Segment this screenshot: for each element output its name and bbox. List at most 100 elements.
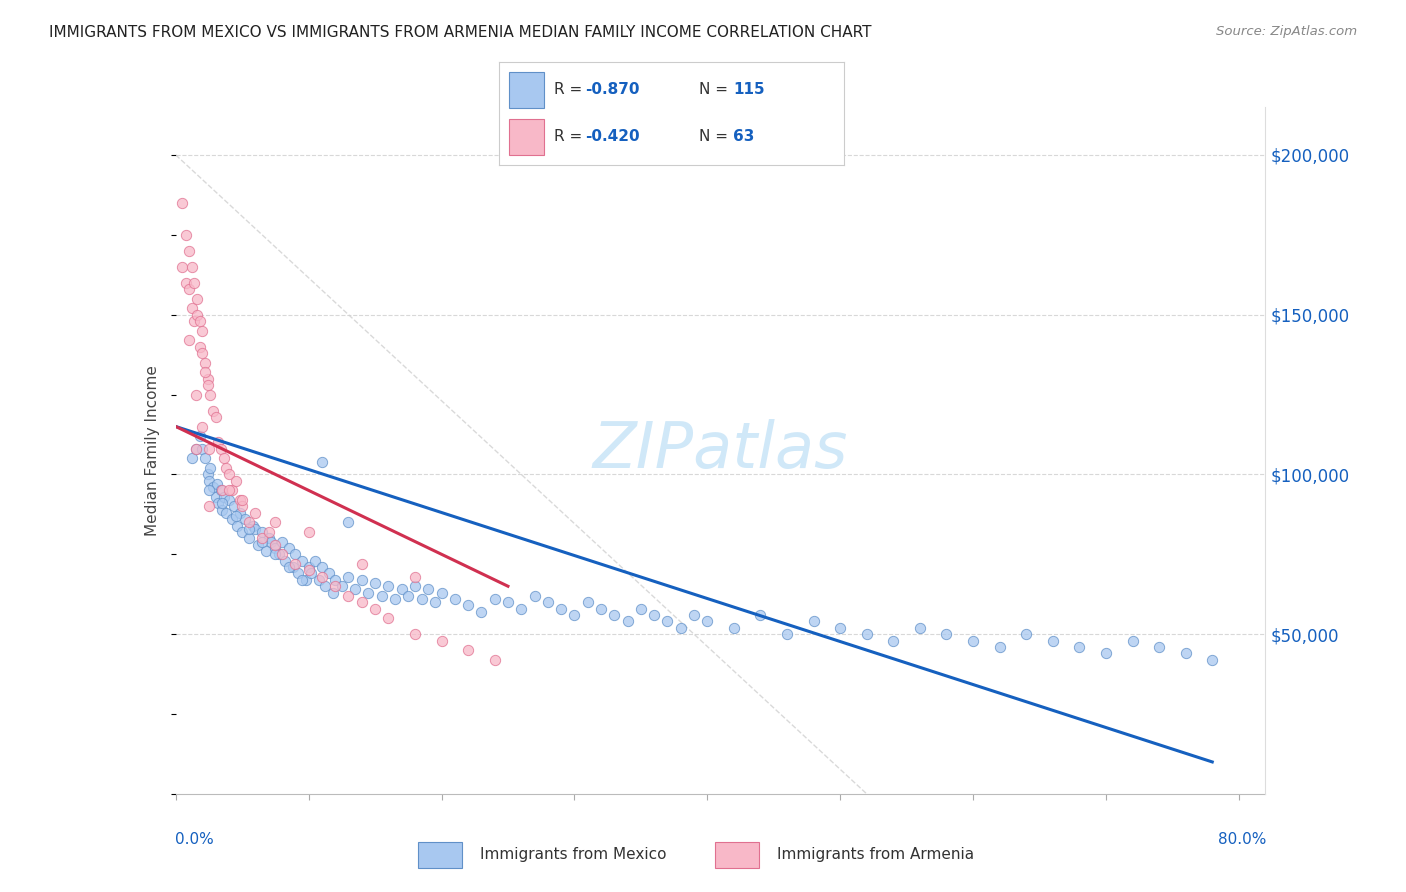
- Point: [176, 227, 198, 242]
- Point: [225, 518, 247, 533]
- Point: [245, 522, 267, 536]
- Point: [311, 569, 333, 583]
- Point: [311, 455, 333, 469]
- Text: Immigrants from Mexico: Immigrants from Mexico: [481, 847, 666, 862]
- Point: [211, 496, 233, 510]
- Point: [281, 560, 304, 574]
- Point: [510, 601, 533, 615]
- Point: [299, 566, 322, 581]
- Point: [218, 483, 240, 498]
- Point: [443, 592, 465, 607]
- Point: [238, 522, 260, 536]
- Point: [962, 633, 984, 648]
- Point: [215, 506, 238, 520]
- Point: [423, 595, 446, 609]
- Point: [211, 502, 233, 516]
- Point: [264, 538, 287, 552]
- Point: [855, 627, 877, 641]
- Point: [749, 607, 772, 622]
- Point: [191, 419, 214, 434]
- Point: [696, 615, 718, 629]
- Point: [188, 314, 211, 328]
- Point: [211, 483, 233, 498]
- Point: [201, 403, 224, 417]
- Point: [350, 573, 373, 587]
- Point: [194, 365, 217, 379]
- Point: [198, 442, 221, 456]
- Text: ZIPatlas: ZIPatlas: [593, 419, 848, 482]
- Point: [337, 516, 360, 530]
- Point: [177, 282, 200, 296]
- Point: [484, 653, 506, 667]
- Point: [221, 483, 243, 498]
- Point: [176, 276, 198, 290]
- Point: [221, 512, 243, 526]
- Point: [882, 633, 904, 648]
- Point: [391, 582, 413, 597]
- Point: [657, 615, 679, 629]
- Point: [537, 595, 560, 609]
- Text: IMMIGRANTS FROM MEXICO VS IMMIGRANTS FROM ARMENIA MEDIAN FAMILY INCOME CORRELATI: IMMIGRANTS FROM MEXICO VS IMMIGRANTS FRO…: [49, 25, 872, 40]
- Point: [589, 601, 612, 615]
- Point: [247, 538, 270, 552]
- Point: [197, 378, 219, 392]
- Point: [776, 627, 799, 641]
- Point: [197, 371, 219, 385]
- Point: [323, 579, 346, 593]
- Point: [184, 442, 207, 456]
- Point: [233, 512, 256, 526]
- Point: [271, 547, 294, 561]
- Point: [564, 607, 586, 622]
- Point: [215, 461, 238, 475]
- FancyBboxPatch shape: [716, 842, 759, 868]
- Point: [277, 560, 299, 574]
- Point: [350, 557, 373, 571]
- Point: [396, 589, 419, 603]
- Point: [183, 276, 205, 290]
- Point: [238, 531, 260, 545]
- Point: [322, 585, 344, 599]
- Point: [291, 554, 314, 568]
- Point: [550, 601, 572, 615]
- Point: [250, 531, 273, 545]
- Point: [1174, 646, 1197, 660]
- Point: [183, 314, 205, 328]
- Point: [616, 615, 638, 629]
- Point: [1095, 646, 1118, 660]
- Point: [1121, 633, 1143, 648]
- Point: [457, 599, 479, 613]
- Point: [191, 324, 214, 338]
- Text: 0.0%: 0.0%: [174, 831, 214, 847]
- Point: [264, 541, 287, 555]
- Point: [231, 524, 253, 539]
- Point: [180, 260, 202, 274]
- Point: [318, 566, 340, 581]
- Point: [496, 595, 519, 609]
- Point: [207, 435, 229, 450]
- Point: [404, 579, 426, 593]
- Point: [295, 573, 318, 587]
- Point: [225, 508, 247, 523]
- Point: [323, 573, 346, 587]
- Point: [198, 474, 221, 488]
- Point: [908, 621, 931, 635]
- Point: [264, 547, 287, 561]
- Text: 115: 115: [734, 81, 765, 96]
- Point: [404, 627, 426, 641]
- Point: [212, 490, 235, 504]
- Point: [260, 534, 283, 549]
- Text: R =: R =: [554, 81, 588, 96]
- Point: [430, 633, 453, 648]
- Point: [988, 640, 1011, 654]
- Point: [201, 480, 224, 494]
- Point: [257, 524, 280, 539]
- Point: [200, 387, 222, 401]
- FancyBboxPatch shape: [419, 842, 461, 868]
- Text: Immigrants from Armenia: Immigrants from Armenia: [778, 847, 974, 862]
- Point: [277, 541, 299, 555]
- Point: [284, 557, 307, 571]
- Point: [470, 605, 492, 619]
- Point: [228, 493, 250, 508]
- Y-axis label: Median Family Income: Median Family Income: [145, 365, 160, 536]
- Point: [271, 534, 294, 549]
